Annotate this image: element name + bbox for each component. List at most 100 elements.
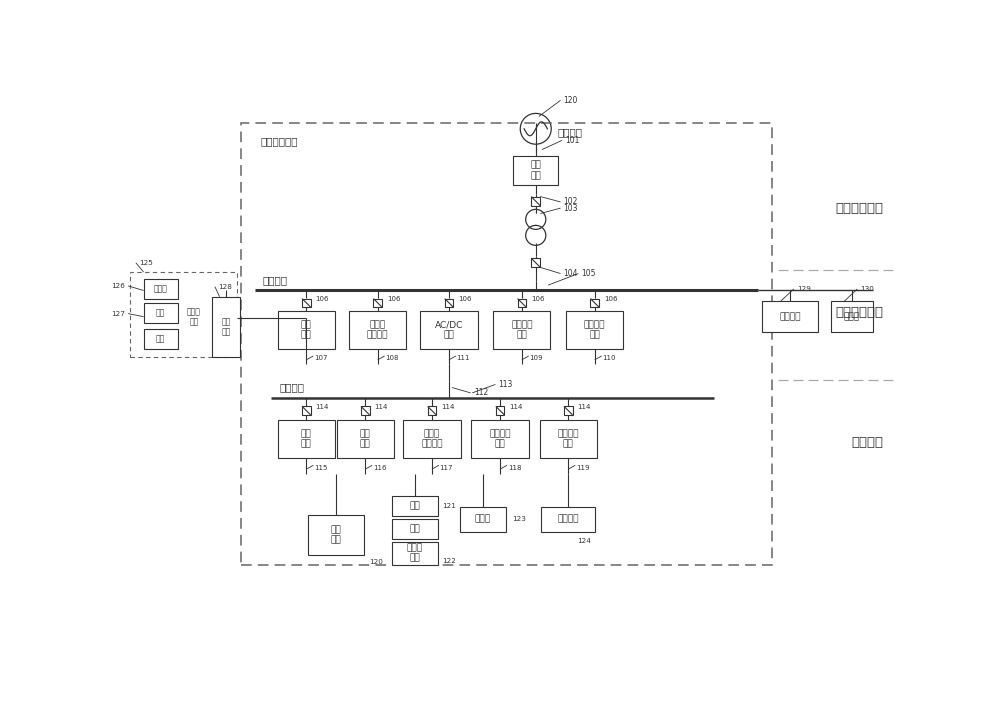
FancyBboxPatch shape (445, 298, 453, 307)
FancyBboxPatch shape (302, 298, 311, 307)
Text: 光伏: 光伏 (409, 502, 420, 511)
FancyBboxPatch shape (541, 507, 595, 531)
Text: 一般负荷
接口: 一般负荷 接口 (558, 429, 579, 449)
Text: 106: 106 (531, 296, 545, 302)
Text: 102: 102 (564, 198, 578, 206)
Text: 儲能
系统: 儲能 系统 (221, 317, 230, 336)
Text: 127: 127 (111, 311, 125, 316)
Text: 一般负荷: 一般负荷 (779, 312, 801, 321)
Text: 114: 114 (375, 404, 388, 410)
Text: 118: 118 (508, 465, 521, 471)
FancyBboxPatch shape (212, 296, 240, 357)
Text: 交流高压部分: 交流高压部分 (835, 201, 883, 215)
FancyBboxPatch shape (471, 420, 529, 458)
Text: 分布式
电源接口: 分布式 电源接口 (421, 429, 443, 449)
Text: 104: 104 (564, 269, 578, 278)
FancyBboxPatch shape (278, 420, 335, 458)
FancyBboxPatch shape (460, 507, 506, 531)
Text: 充电椂: 充电椂 (844, 312, 860, 321)
Text: 交流低压部分: 交流低压部分 (835, 306, 883, 318)
Text: 分布式
电源: 分布式 电源 (407, 543, 423, 563)
Text: 101: 101 (565, 136, 580, 145)
Text: 可控负荷
接口: 可控负荷 接口 (511, 320, 533, 339)
Text: 可控负荷
接口: 可控负荷 接口 (489, 429, 511, 449)
Text: 儲能
系统: 儲能 系统 (330, 525, 341, 544)
Text: 120: 120 (369, 558, 383, 565)
Text: 交流母线: 交流母线 (263, 275, 288, 285)
FancyBboxPatch shape (144, 303, 178, 323)
Text: 分布式
电源: 分布式 电源 (187, 307, 201, 326)
Text: 121: 121 (442, 503, 456, 509)
Text: 高压
接口: 高压 接口 (530, 161, 541, 180)
Text: 125: 125 (139, 260, 153, 266)
FancyBboxPatch shape (392, 496, 438, 516)
Text: 109: 109 (530, 356, 543, 361)
FancyBboxPatch shape (308, 515, 364, 555)
Text: 128: 128 (218, 283, 232, 290)
Text: 120: 120 (564, 96, 578, 105)
Text: AC/DC
模块: AC/DC 模块 (435, 320, 463, 339)
Text: 122: 122 (442, 558, 456, 564)
FancyBboxPatch shape (540, 420, 597, 458)
FancyBboxPatch shape (831, 301, 873, 332)
Text: 儲能
系统: 儲能 系统 (301, 429, 312, 449)
Text: 106: 106 (604, 296, 617, 302)
Text: 同步机: 同步机 (154, 284, 168, 293)
Text: 107: 107 (314, 356, 328, 361)
Text: 114: 114 (316, 404, 329, 410)
Text: 114: 114 (578, 404, 591, 410)
Text: 直流部分: 直流部分 (851, 436, 883, 449)
FancyBboxPatch shape (428, 406, 436, 415)
Text: 129: 129 (797, 286, 811, 292)
Text: 114: 114 (441, 404, 455, 410)
FancyBboxPatch shape (566, 311, 623, 349)
Text: 108: 108 (385, 356, 399, 361)
Text: 充电椂: 充电椂 (475, 515, 491, 523)
FancyBboxPatch shape (392, 519, 438, 539)
FancyBboxPatch shape (493, 311, 550, 349)
FancyBboxPatch shape (278, 311, 335, 349)
FancyBboxPatch shape (513, 156, 558, 185)
Text: 儲能
接口: 儲能 接口 (301, 320, 312, 339)
Text: 103: 103 (564, 203, 578, 213)
Text: 123: 123 (512, 516, 526, 522)
Text: 上级电源: 上级电源 (557, 127, 582, 137)
Text: 106: 106 (387, 296, 400, 302)
FancyBboxPatch shape (337, 420, 394, 458)
Text: 110: 110 (602, 356, 616, 361)
Text: 直流母线: 直流母线 (280, 383, 305, 393)
FancyBboxPatch shape (564, 406, 573, 415)
Text: 119: 119 (576, 465, 590, 471)
FancyBboxPatch shape (420, 311, 478, 349)
FancyBboxPatch shape (144, 279, 178, 299)
Text: 106: 106 (458, 296, 472, 302)
Text: 117: 117 (440, 465, 453, 471)
Text: 分布式
电源接口: 分布式 电源接口 (367, 320, 388, 339)
Text: 风机: 风机 (156, 308, 165, 317)
FancyBboxPatch shape (349, 311, 406, 349)
FancyBboxPatch shape (403, 420, 461, 458)
Text: 一般负荷: 一般负荷 (558, 515, 579, 523)
Text: 一般负荷
接口: 一般负荷 接口 (584, 320, 605, 339)
FancyBboxPatch shape (373, 298, 382, 307)
FancyBboxPatch shape (590, 298, 599, 307)
Text: 115: 115 (314, 465, 327, 471)
Text: 风机: 风机 (409, 525, 420, 533)
Text: 124: 124 (578, 538, 591, 544)
FancyBboxPatch shape (531, 196, 540, 206)
Text: 106: 106 (316, 296, 329, 302)
FancyBboxPatch shape (762, 301, 818, 332)
Text: 130: 130 (860, 286, 874, 292)
Text: 126: 126 (111, 283, 125, 289)
Text: 113: 113 (499, 380, 513, 389)
FancyBboxPatch shape (531, 258, 540, 268)
Text: 116: 116 (373, 465, 386, 471)
FancyBboxPatch shape (518, 298, 526, 307)
Text: 光伏: 光伏 (156, 335, 165, 343)
Text: 112: 112 (474, 388, 488, 398)
FancyBboxPatch shape (144, 329, 178, 349)
Text: 114: 114 (509, 404, 523, 410)
Text: 移动微网系统: 移动微网系统 (261, 136, 298, 146)
FancyBboxPatch shape (361, 406, 370, 415)
Text: 105: 105 (581, 269, 596, 278)
